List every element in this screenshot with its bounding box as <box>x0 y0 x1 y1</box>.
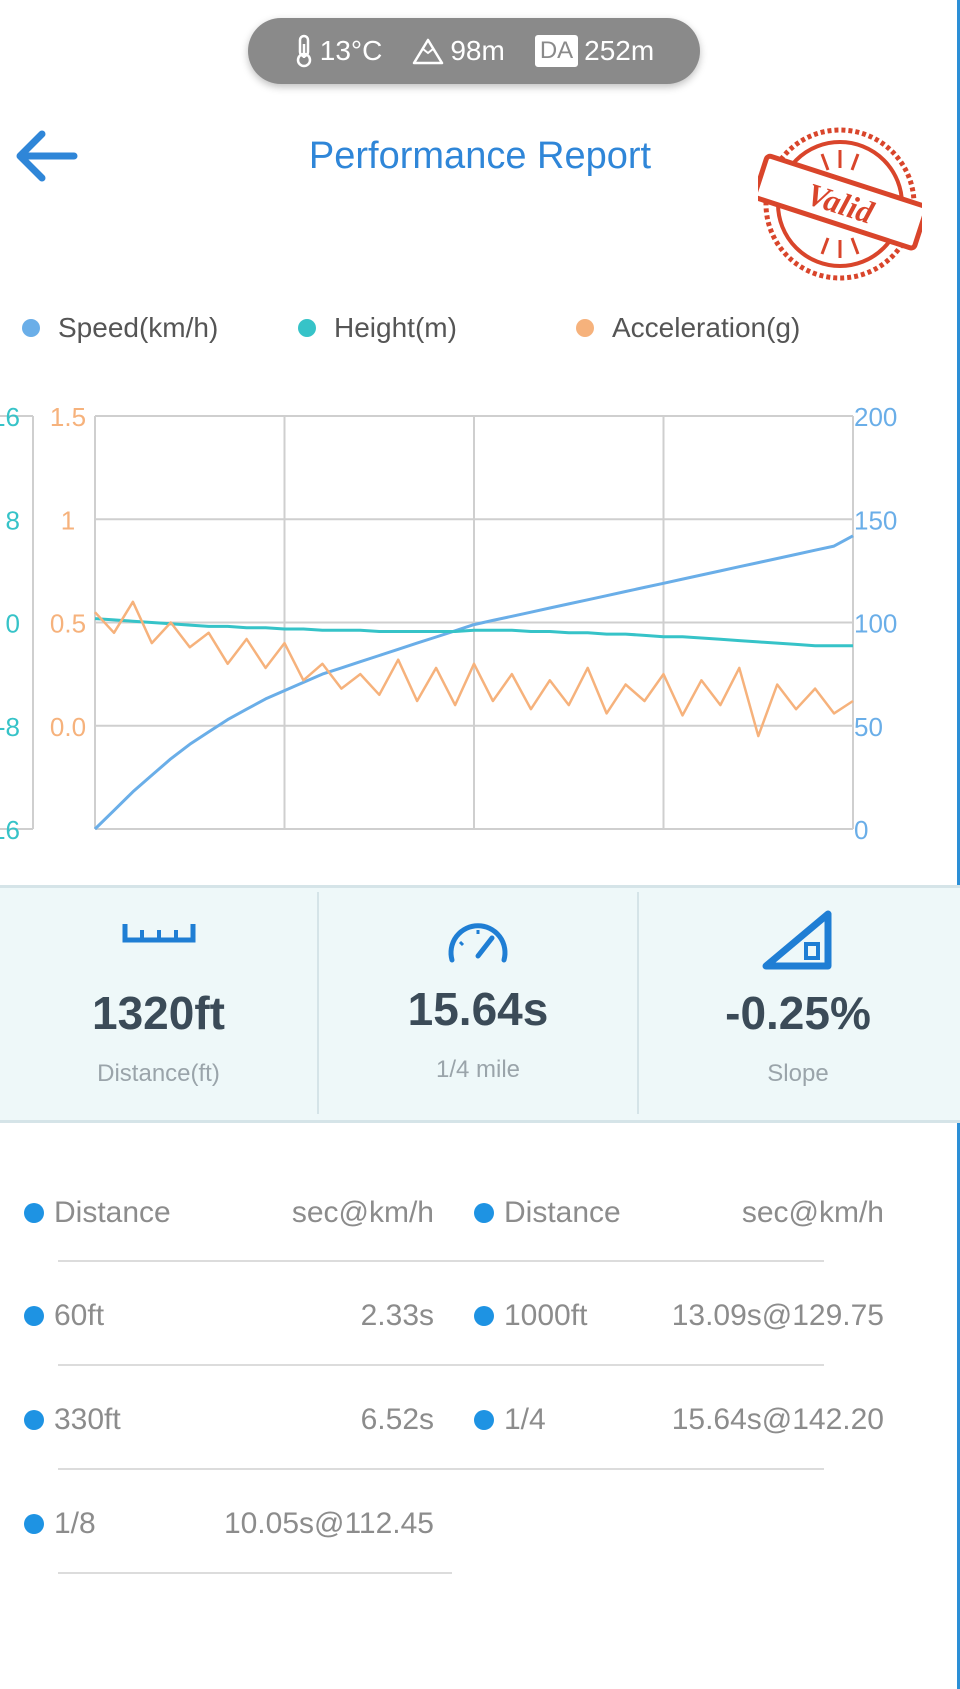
bullet-icon <box>474 1203 494 1223</box>
bullet-icon <box>24 1514 44 1534</box>
split-60ft: 60ft 2.33s <box>24 1286 434 1346</box>
back-button[interactable] <box>12 126 82 186</box>
screen-edge <box>957 0 960 1689</box>
speed-tick-label: 150 <box>854 505 897 535</box>
mountain-icon <box>413 38 444 65</box>
header-distance: Distance <box>504 1196 621 1229</box>
da-badge: DA <box>534 35 579 67</box>
acceleration-tick-label: 0.5 <box>50 609 86 639</box>
stat-quarter-mile-value: 15.64s <box>407 983 549 1035</box>
density-altitude-readout: DA 252m <box>534 35 655 67</box>
split-name: 1/4 <box>504 1403 546 1436</box>
legend-dot-speed <box>22 319 40 337</box>
temperature-readout: 13°C <box>294 34 383 68</box>
speed-tick-label: 100 <box>854 609 897 639</box>
series-line-acceleration <box>94 600 854 738</box>
split-value: 13.09s@129.75 <box>671 1299 884 1332</box>
ruler-icon <box>122 924 195 943</box>
arrow-left-icon <box>16 130 78 182</box>
chart-legend: Speed(km/h) Height(m) Acceleration(g) <box>0 312 960 352</box>
stat-divider <box>317 892 319 1114</box>
thermometer-icon <box>296 34 312 68</box>
split-value: 6.52s <box>360 1403 434 1436</box>
split-eighth: 1/8 10.05s@112.45 <box>24 1494 434 1554</box>
height-tick-label: 16 <box>0 402 20 432</box>
split-value: 2.33s <box>360 1299 434 1332</box>
series-line-height <box>94 617 853 648</box>
page-title: Performance Report <box>308 135 652 177</box>
slope-icon <box>762 910 832 970</box>
density-altitude-value: 252m <box>584 35 655 66</box>
split-name: 1000ft <box>504 1299 588 1332</box>
split-1000ft: 1000ft 13.09s@129.75 <box>474 1286 884 1346</box>
legend-label-speed: Speed(km/h) <box>58 312 219 343</box>
stat-slope-value: -0.25% <box>725 987 871 1039</box>
valid-stamp: Valid <box>758 127 922 281</box>
stat-slope-label: Slope <box>767 1060 829 1087</box>
row-divider <box>58 1364 824 1366</box>
header-distance: Distance <box>54 1196 171 1229</box>
stats-panel: 1320ft Distance(ft) 15.64s 1/4 mile -0.2… <box>0 885 960 1123</box>
stat-quarter-mile: 15.64s 1/4 mile <box>319 888 637 1120</box>
series-line-speed <box>93 534 854 831</box>
splits-header-row: Distance sec@km/h Distance sec@km/h <box>0 1183 960 1243</box>
split-name: 330ft <box>54 1403 121 1436</box>
height-tick-label: 0 <box>6 609 20 639</box>
split-name: 1/8 <box>54 1507 96 1540</box>
temperature-value: 13°C <box>319 35 383 66</box>
speedometer-icon <box>448 923 508 963</box>
bullet-icon <box>24 1306 44 1326</box>
bullet-icon <box>474 1306 494 1326</box>
table-row: 60ft 2.33s 1000ft 13.09s@129.75 <box>0 1286 960 1346</box>
split-value: 10.05s@112.45 <box>223 1507 434 1540</box>
split-quarter: 1/4 15.64s@142.20 <box>474 1390 884 1450</box>
split-330ft: 330ft 6.52s <box>24 1390 434 1450</box>
environment-bar: 13°C 98m DA 252m <box>248 18 700 84</box>
legend-item-acceleration: Acceleration(g) <box>576 312 800 344</box>
table-row: 330ft 6.52s 1/4 15.64s@142.20 <box>0 1390 960 1450</box>
altitude-value: 98m <box>450 35 505 66</box>
bullet-icon <box>474 1410 494 1430</box>
stat-distance-value: 1320ft <box>92 987 225 1039</box>
legend-label-acceleration: Acceleration(g) <box>612 312 801 343</box>
speed-tick-label: 200 <box>854 402 897 432</box>
row-divider <box>58 1572 452 1574</box>
stat-slope: -0.25% Slope <box>639 888 957 1120</box>
stat-divider <box>637 892 639 1114</box>
height-tick-label: -16 <box>0 815 20 840</box>
split-name: 60ft <box>54 1299 105 1332</box>
stat-distance-label: Distance(ft) <box>97 1060 220 1087</box>
bullet-icon <box>24 1203 44 1223</box>
acceleration-tick-label: 1.5 <box>50 402 86 432</box>
header-sec-kmh: sec@km/h <box>291 1196 434 1229</box>
legend-dot-height <box>298 319 316 337</box>
height-tick-label: 8 <box>6 505 20 535</box>
speed-tick-label: 50 <box>854 712 883 742</box>
stat-distance: 1320ft Distance(ft) <box>0 888 317 1120</box>
splits-header-left: Distance sec@km/h <box>24 1183 434 1243</box>
header-sec-kmh: sec@km/h <box>741 1196 884 1229</box>
table-row: 1/8 10.05s@112.45 <box>0 1494 960 1554</box>
bullet-icon <box>24 1410 44 1430</box>
speed-tick-label: 0 <box>854 815 868 840</box>
performance-chart: 16 8 0 -8 -16 1.5 1 0.5 0.0 200 150 100 50 0 <box>0 402 897 840</box>
stat-quarter-mile-label: 1/4 mile <box>435 1056 521 1083</box>
legend-label-height: Height(m) <box>334 312 457 343</box>
row-divider <box>58 1468 824 1470</box>
split-value: 15.64s@142.20 <box>671 1403 884 1436</box>
legend-item-speed: Speed(km/h) <box>22 312 218 344</box>
legend-item-height: Height(m) <box>298 312 457 344</box>
splits-header-right: Distance sec@km/h <box>474 1183 884 1243</box>
acceleration-tick-label: 0.0 <box>50 712 86 742</box>
acceleration-tick-label: 1 <box>61 505 75 535</box>
legend-dot-acceleration <box>576 319 594 337</box>
height-tick-label: -8 <box>0 712 20 742</box>
altitude-readout: 98m <box>412 35 505 67</box>
row-divider <box>58 1260 824 1262</box>
